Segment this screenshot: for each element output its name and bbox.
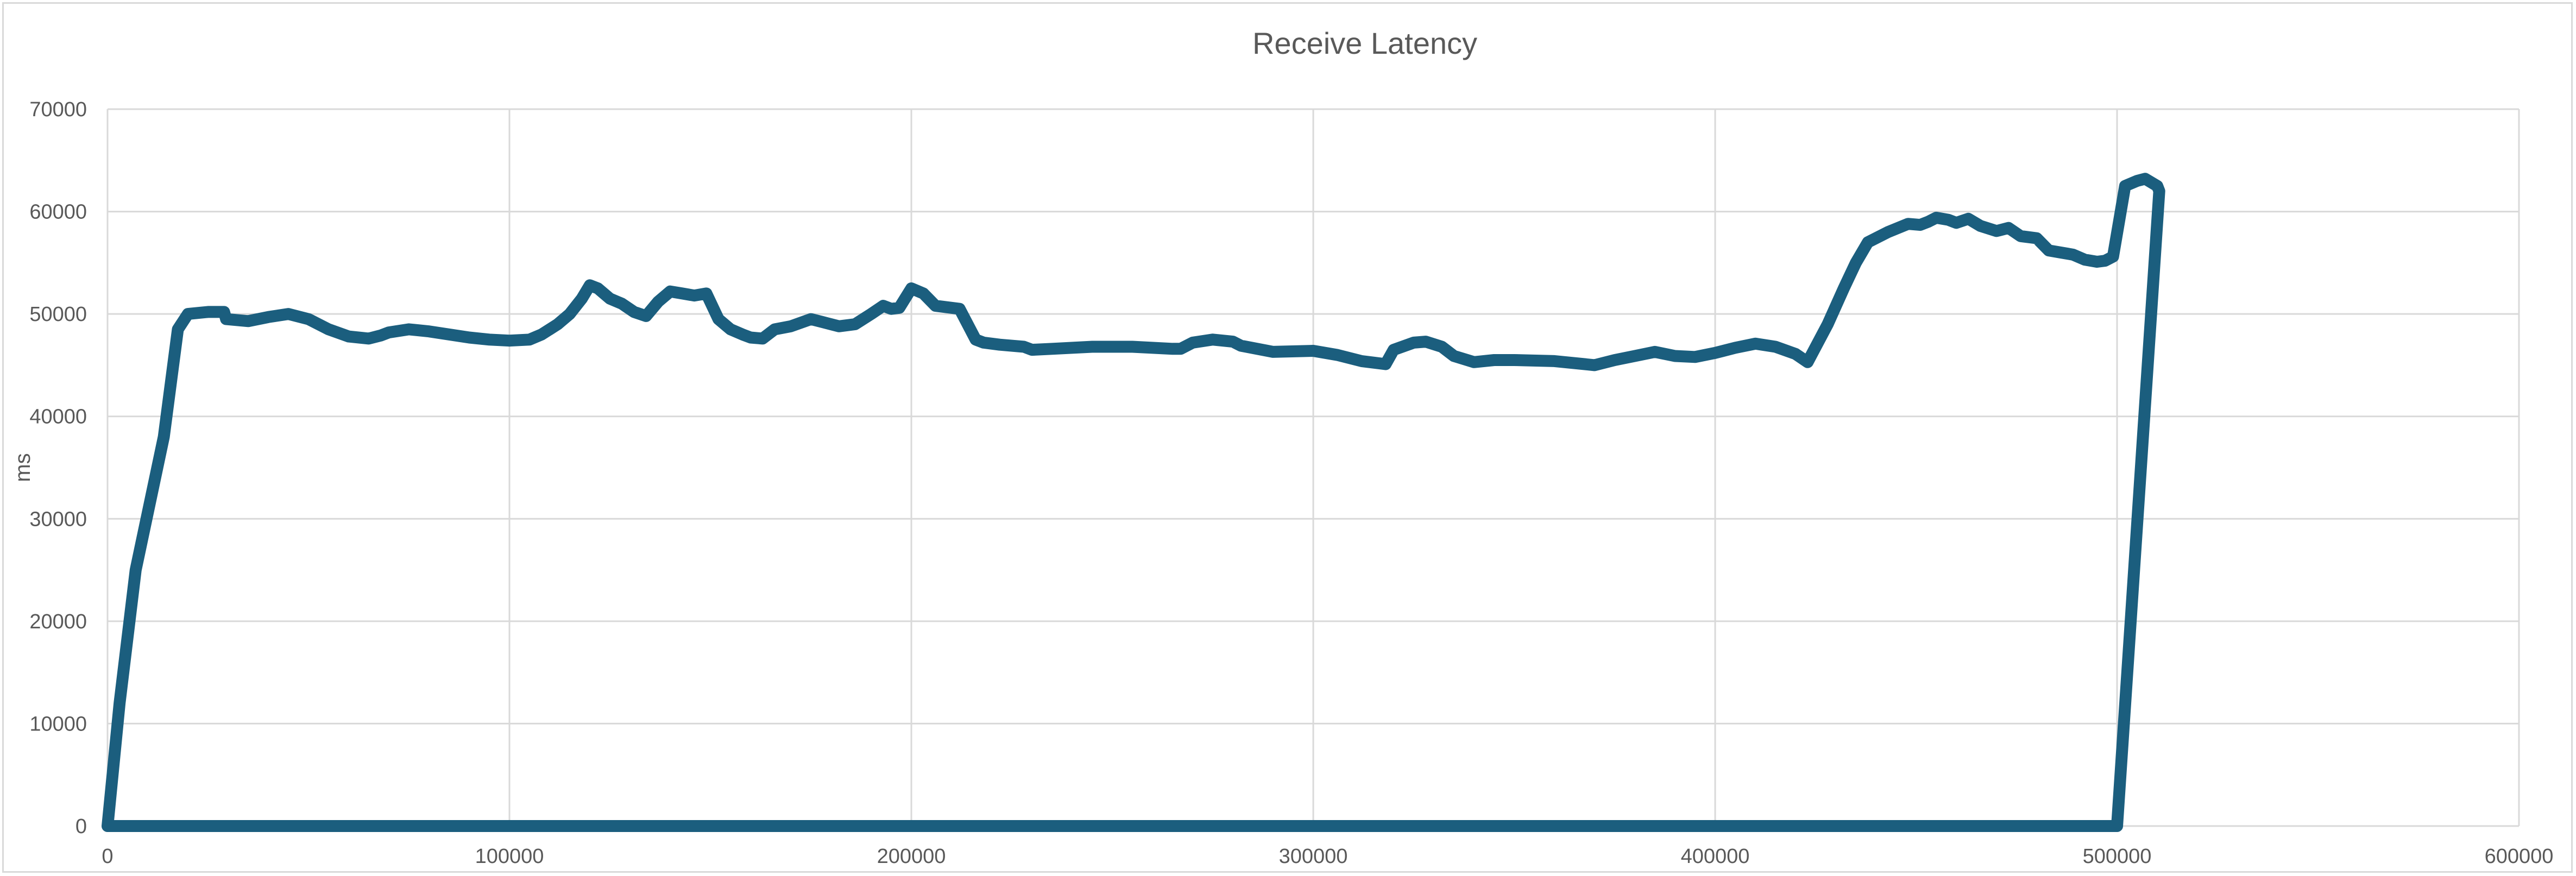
y-axis-label: ms [11, 453, 35, 482]
x-tick-label: 600000 [2485, 845, 2554, 868]
y-tick-label: 40000 [29, 406, 87, 428]
y-tick-label: 10000 [29, 713, 87, 735]
x-tick-label: 400000 [1681, 845, 1750, 868]
x-tick-label: 500000 [2083, 845, 2152, 868]
gridlines [106, 108, 2520, 827]
y-tick-label: 50000 [29, 303, 87, 326]
series-line-receive-latency [102, 173, 2165, 832]
y-tick-label: 0 [75, 815, 87, 838]
axes: 0 10000 20000 30000 40000 50000 60000 70000 0 100… [29, 98, 2553, 868]
y-tick-label: 70000 [29, 98, 87, 121]
y-tick-label: 60000 [29, 201, 87, 224]
x-tick-label: 100000 [475, 845, 544, 868]
series-layer [102, 173, 2165, 832]
y-tick-label: 20000 [29, 610, 87, 633]
chart-title: Receive Latency [1252, 26, 1477, 60]
x-tick-label: 0 [102, 845, 113, 868]
x-tick-label: 200000 [877, 845, 946, 868]
x-tick-label: 300000 [1279, 845, 1348, 868]
line-chart: 0 10000 20000 30000 40000 50000 60000 70000 0 100… [11, 26, 2553, 868]
y-tick-label: 30000 [29, 508, 87, 531]
